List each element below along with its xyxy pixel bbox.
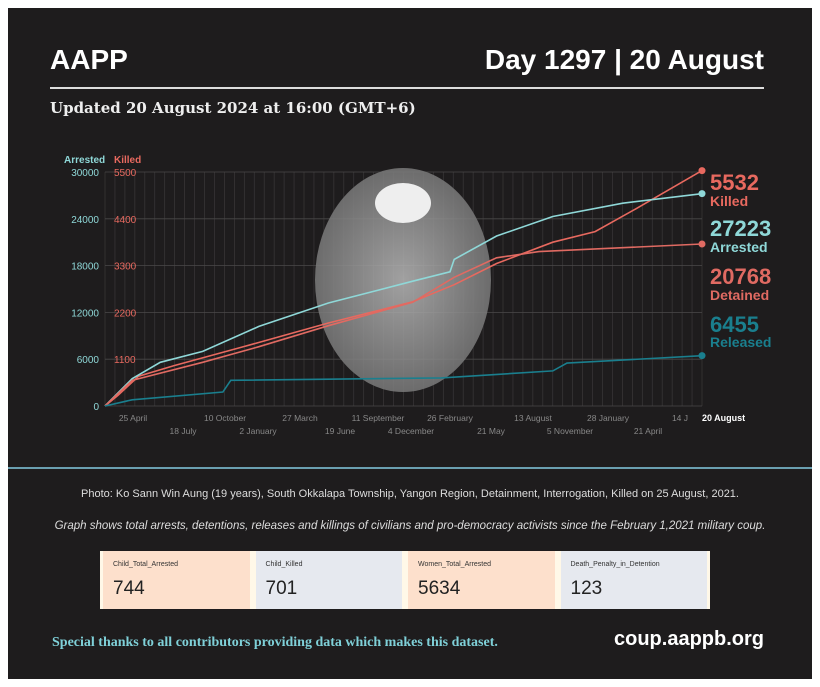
left-tick-label: 6000 — [77, 355, 100, 366]
right-tick-label: 5500 — [114, 168, 137, 179]
thanks-text: Special thanks to all contributors provi… — [52, 635, 498, 650]
updated-text: Updated 20 August 2024 at 16:00 (GMT+6) — [50, 99, 416, 117]
series-name: Released — [710, 334, 771, 350]
left-tick-label: 0 — [93, 402, 99, 413]
portrait-photo — [315, 168, 491, 392]
x-tick-label: 26 February — [427, 413, 474, 423]
helmet — [375, 183, 431, 223]
series-name: Killed — [710, 193, 748, 209]
series-final-value: 20768 — [710, 264, 771, 289]
chart-description: Graph shows total arrests, detentions, r… — [54, 520, 766, 532]
site-link[interactable]: coup.aappb.org — [614, 628, 764, 650]
x-tick-label: 21 April — [634, 426, 662, 436]
stat-label: Child_Killed — [265, 561, 303, 568]
photo-caption: Photo: Ko Sann Win Aung (19 years), Sout… — [81, 488, 739, 500]
series-line-detained — [104, 243, 703, 407]
stat-value: 701 — [265, 578, 298, 599]
series-final-value: 27223 — [710, 216, 771, 241]
stat-label: Women_Total_Arrested — [418, 561, 492, 568]
series-line-released — [104, 354, 703, 407]
stat-label: Death_Penalty_in_Detention — [570, 561, 660, 568]
series-end-marker — [698, 190, 706, 198]
stat-card: Women_Total_Arrested 5634 — [408, 551, 555, 609]
stat-label: Child_Total_Arrested — [113, 561, 178, 568]
x-tick-label: 18 July — [170, 426, 198, 436]
x-tick-label: 2 January — [239, 426, 277, 436]
x-tick-label: 5 November — [547, 426, 593, 436]
left-tick-label: 30000 — [71, 168, 99, 179]
x-tick-label: 27 March — [282, 413, 318, 423]
left-tick-label: 18000 — [71, 262, 99, 273]
infographic-panel: AAPP Day 1297 | 20 August Updated 20 Aug… — [8, 8, 812, 679]
stat-value: 123 — [570, 578, 603, 599]
right-tick-label: 3300 — [114, 262, 137, 273]
series-final-value: 5532 — [710, 170, 759, 195]
stat-value: 5634 — [418, 578, 461, 599]
series-line-arrested — [104, 192, 703, 407]
stats-row: Child_Total_Arrested 744 Child_Killed 701 Wo… — [100, 551, 710, 609]
x-tick-label: 10 October — [204, 413, 246, 423]
series-end-marker — [698, 167, 706, 175]
x-end-label: 20 August — [702, 413, 745, 423]
line-chart: 0 6000 12000 18000 24000 30000 1100 2200 3300 440… — [64, 155, 771, 436]
stat-card: Death_Penalty_in_Detention 123 — [560, 551, 707, 609]
series-end-marker — [698, 352, 706, 360]
x-tick-label: 19 June — [325, 426, 356, 436]
x-tick-label: 4 December — [388, 426, 434, 436]
x-tick-label: 14 J — [672, 413, 688, 423]
stat-value: 744 — [113, 578, 145, 599]
series-final-value: 6455 — [710, 312, 759, 337]
x-tick-label: 13 August — [514, 413, 552, 423]
stat-card: Child_Killed 701 — [255, 551, 402, 609]
stat-card: Child_Total_Arrested 744 — [103, 551, 250, 609]
right-tick-label: 1100 — [114, 355, 136, 366]
x-tick-label: 21 May — [477, 426, 506, 436]
org-title: AAPP — [50, 44, 128, 75]
left-axis-label: Arrested — [64, 155, 105, 166]
series-name: Detained — [710, 287, 769, 303]
right-axis-label: Killed — [114, 155, 141, 166]
divider — [8, 467, 812, 469]
x-tick-label: 25 April — [119, 413, 147, 423]
series-end-marker — [698, 240, 706, 248]
x-tick-label: 11 September — [352, 413, 405, 423]
day-title: Day 1297 | 20 August — [484, 44, 764, 75]
x-tick-label: 28 January — [587, 413, 630, 423]
left-tick-label: 12000 — [71, 308, 99, 319]
left-tick-label: 24000 — [71, 215, 99, 226]
divider — [50, 87, 764, 89]
right-tick-label: 4400 — [114, 215, 137, 226]
series-name: Arrested — [710, 239, 768, 255]
right-tick-label: 2200 — [114, 308, 137, 319]
